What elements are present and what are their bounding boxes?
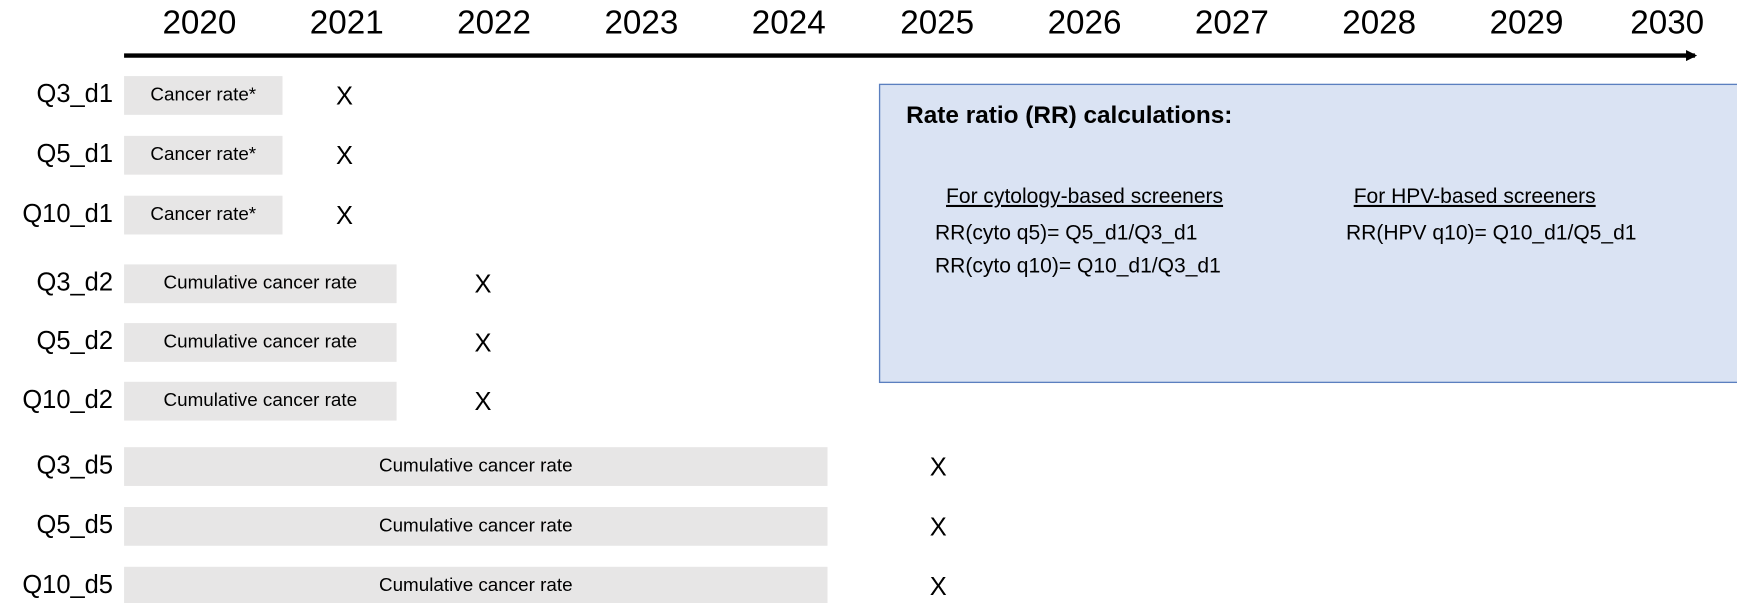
bar-label: Cancer rate* bbox=[150, 83, 256, 104]
year-label: 2025 bbox=[900, 4, 974, 41]
year-label: 2027 bbox=[1195, 4, 1269, 41]
row-label: Q3_d1 bbox=[37, 80, 113, 108]
period-bar bbox=[124, 566, 828, 603]
period-bar bbox=[124, 323, 397, 362]
period-bar bbox=[124, 135, 283, 175]
year-label: 2024 bbox=[752, 4, 826, 41]
period-bar bbox=[124, 447, 828, 486]
period-bar bbox=[124, 264, 397, 304]
outcome-mark: X bbox=[336, 142, 353, 170]
period-bar bbox=[124, 76, 283, 115]
outcome-mark: X bbox=[930, 513, 947, 541]
period-bar bbox=[124, 506, 828, 546]
outcome-mark: X bbox=[336, 82, 353, 110]
bar-label: Cumulative cancer rate bbox=[379, 574, 573, 595]
formula: RR(cyto q5)= Q5_d1/Q3_d1 bbox=[935, 221, 1197, 244]
row-label: Q10_d2 bbox=[22, 386, 113, 414]
year-label: 2021 bbox=[310, 4, 384, 41]
year-label: 2023 bbox=[604, 4, 678, 41]
year-label: 2022 bbox=[457, 4, 531, 41]
outcome-mark: X bbox=[930, 454, 947, 482]
bar-label: Cancer rate* bbox=[150, 143, 256, 164]
formula: RR(cyto q10)= Q10_d1/Q3_d1 bbox=[935, 255, 1221, 278]
bar-label: Cancer rate* bbox=[150, 203, 256, 224]
column-heading: For HPV-based screeners bbox=[1354, 185, 1596, 208]
outcome-mark: X bbox=[930, 573, 947, 601]
box-title: Rate ratio (RR) calculations: bbox=[906, 102, 1232, 129]
outcome-mark: X bbox=[474, 329, 491, 357]
year-label: 2028 bbox=[1342, 4, 1416, 41]
row-label: Q10_d5 bbox=[22, 571, 113, 599]
year-label: 2030 bbox=[1630, 4, 1704, 41]
outcome-mark: X bbox=[474, 271, 491, 299]
bar-label: Cumulative cancer rate bbox=[164, 272, 358, 293]
outcome-mark: X bbox=[336, 202, 353, 230]
row-label: Q10_d1 bbox=[22, 200, 113, 228]
year-label: 2026 bbox=[1048, 4, 1122, 41]
row-label: Q5_d1 bbox=[37, 140, 113, 168]
formula: RR(HPV q10)= Q10_d1/Q5_d1 bbox=[1346, 221, 1637, 244]
row-label: Q3_d5 bbox=[37, 451, 113, 479]
outcome-mark: X bbox=[474, 388, 491, 416]
info-box bbox=[878, 83, 1737, 384]
year-label: 2020 bbox=[162, 4, 236, 41]
column-heading: For cytology-based screeners bbox=[946, 185, 1223, 208]
bar-label: Cumulative cancer rate bbox=[164, 389, 358, 410]
row-label: Q5_d2 bbox=[37, 327, 113, 355]
row-label: Q5_d5 bbox=[37, 511, 113, 539]
bar-label: Cumulative cancer rate bbox=[164, 330, 358, 351]
period-bar bbox=[124, 195, 283, 235]
row-label: Q3_d2 bbox=[37, 269, 113, 297]
period-bar bbox=[124, 381, 397, 421]
bar-label: Cumulative cancer rate bbox=[379, 514, 573, 535]
bar-label: Cumulative cancer rate bbox=[379, 455, 573, 476]
year-label: 2029 bbox=[1490, 4, 1564, 41]
